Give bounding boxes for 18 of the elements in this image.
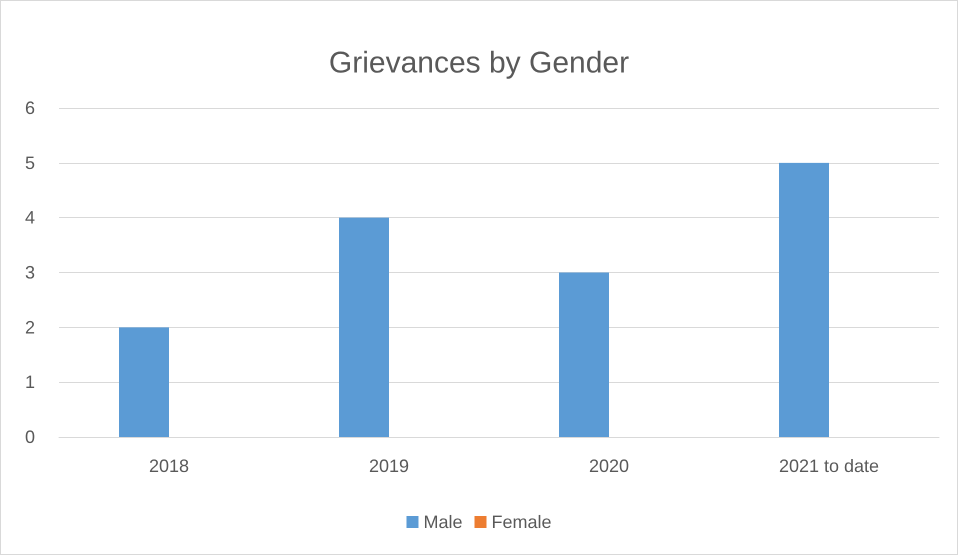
- x-tick-label: 2018: [148, 456, 190, 476]
- y-tick-label: 5: [24, 152, 35, 173]
- y-tick-label: 1: [24, 372, 35, 392]
- bar: [339, 218, 389, 437]
- legend-label: Male: [423, 512, 462, 532]
- y-tick-label: 2: [24, 317, 35, 338]
- y-tick-label: 4: [24, 208, 35, 228]
- y-tick-label: 0: [24, 427, 35, 447]
- chart-title: Grievances by Gender: [328, 46, 630, 80]
- bar: [119, 327, 169, 437]
- bar: [559, 272, 609, 437]
- bar: [779, 162, 829, 437]
- y-tick-label: 6: [24, 98, 35, 118]
- x-tick-label: 2021 to date: [778, 456, 880, 476]
- x-tick-label: 2019: [368, 456, 410, 476]
- x-tick-label: 2020: [588, 456, 630, 476]
- y-tick-label: 3: [24, 262, 35, 282]
- legend-label: Female: [491, 512, 552, 532]
